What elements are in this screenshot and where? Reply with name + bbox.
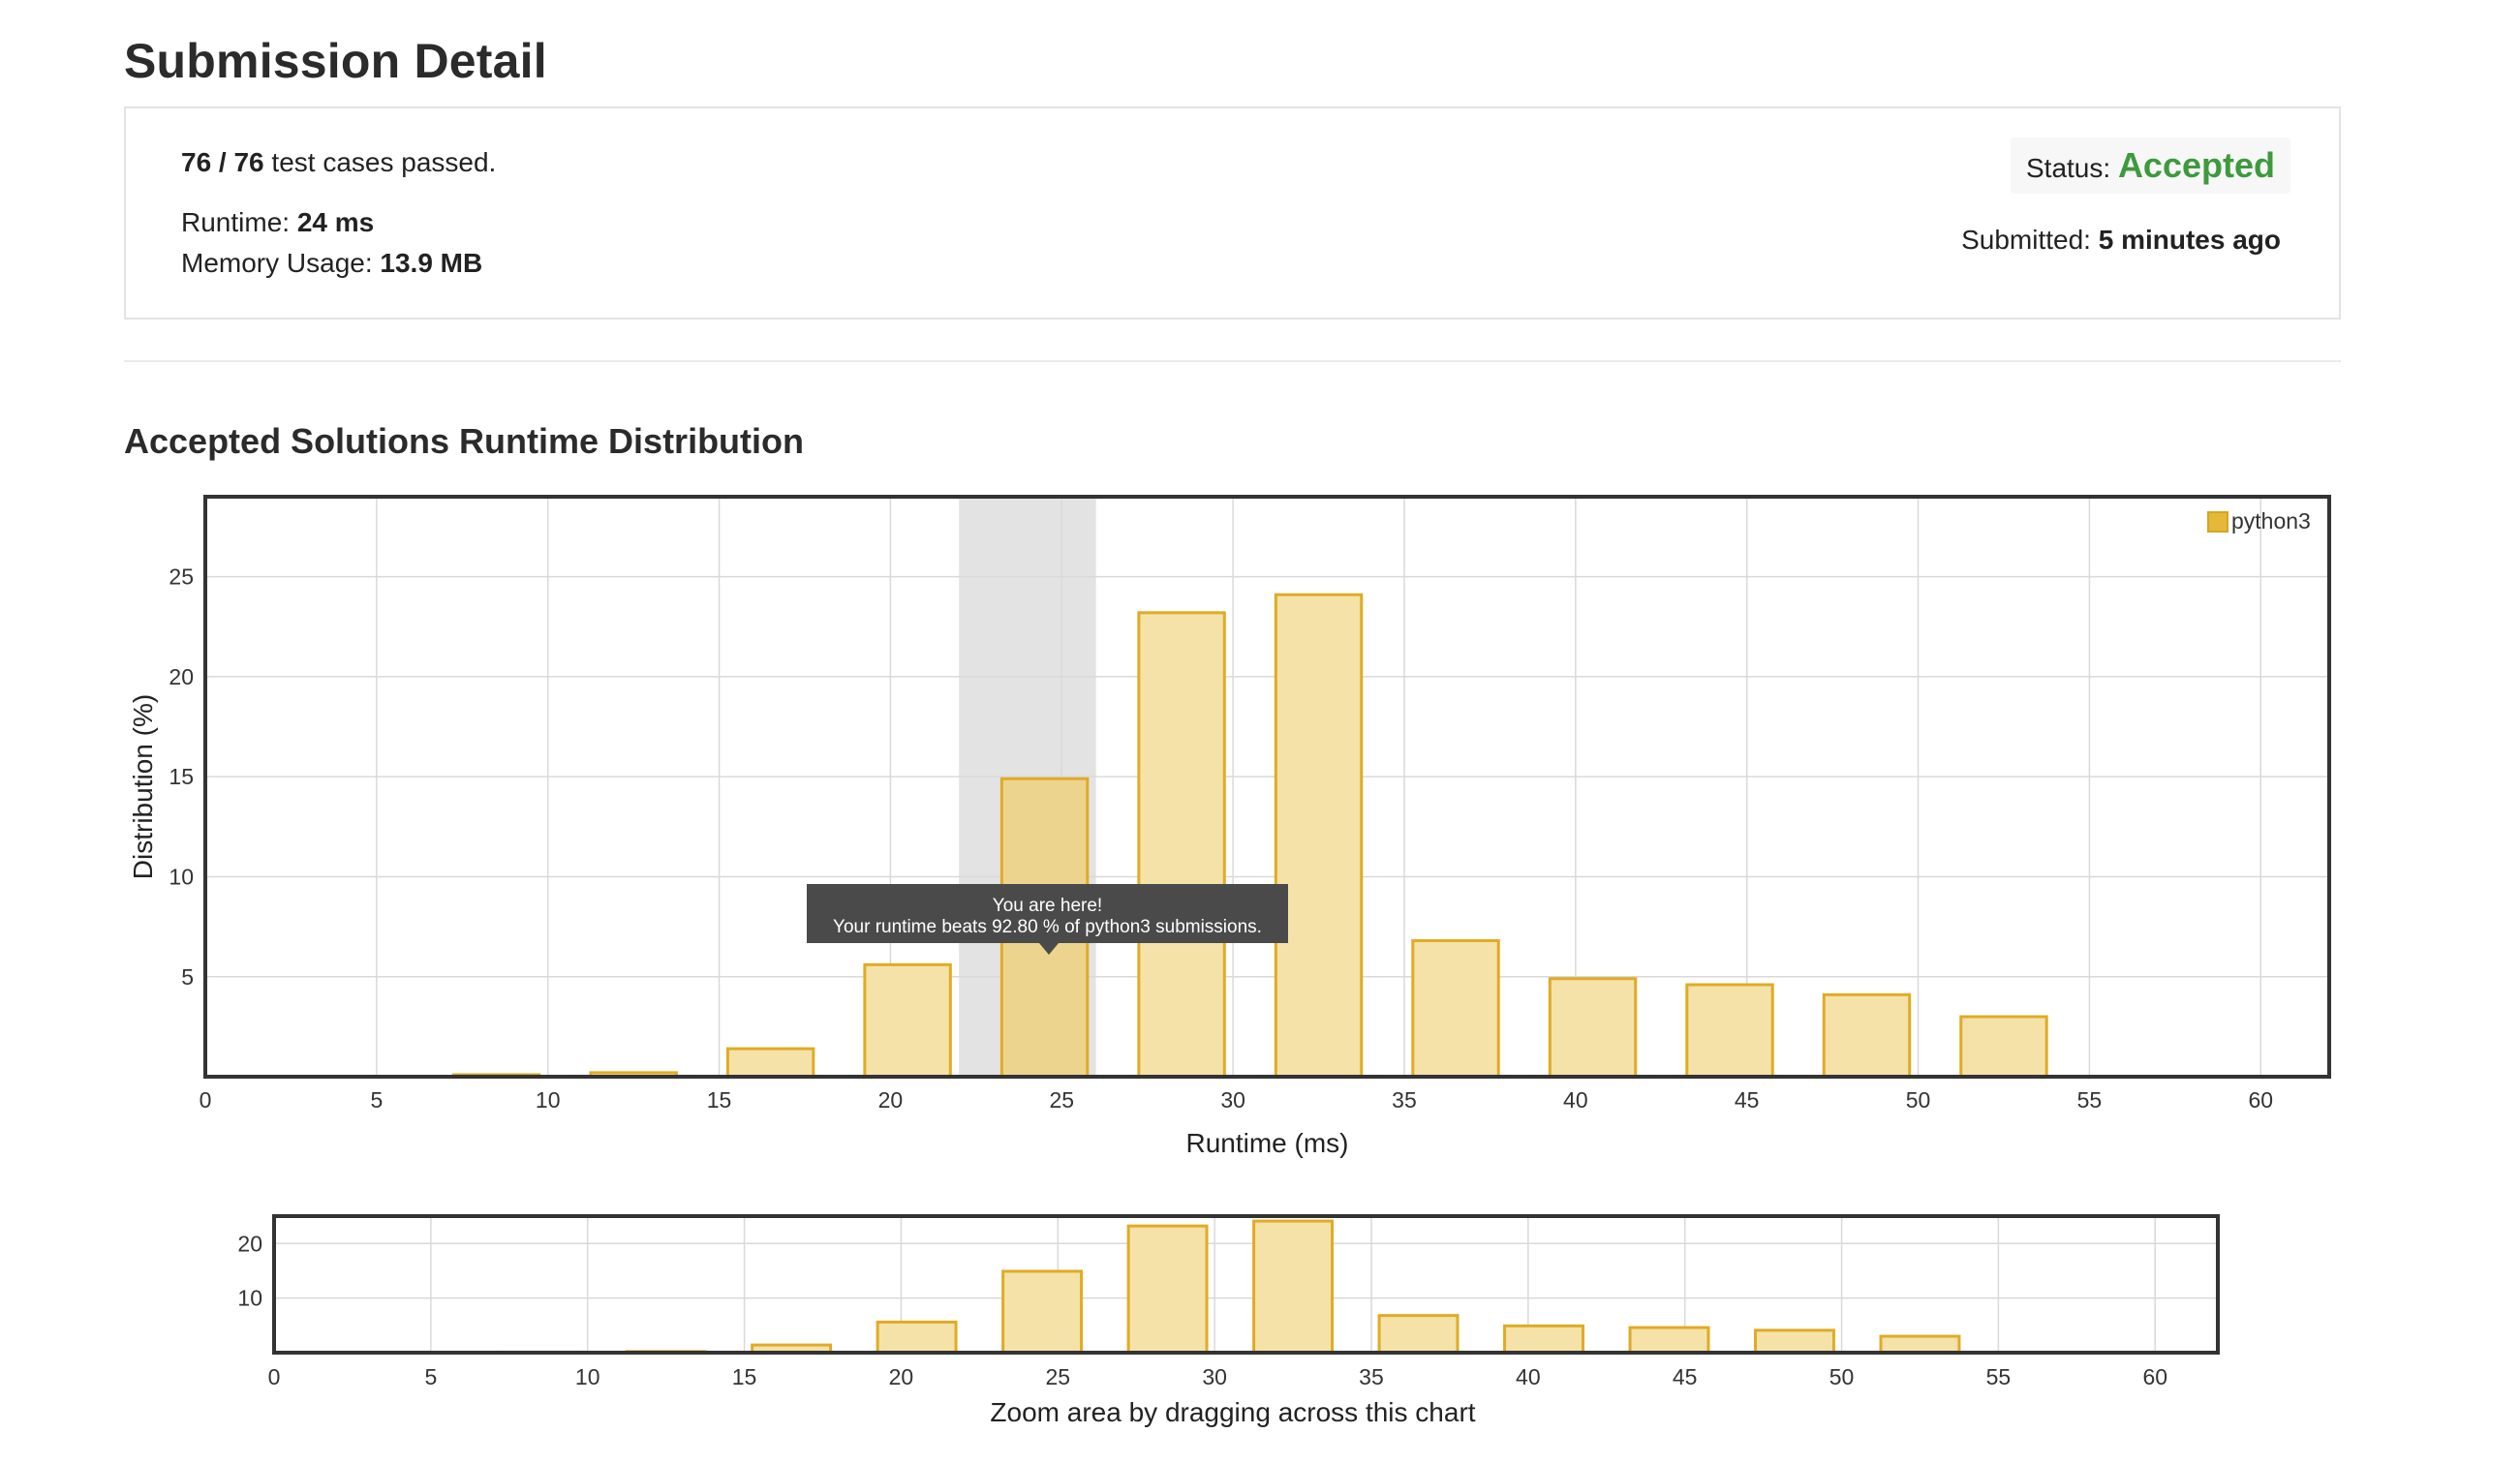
main-chart-frame <box>203 495 2331 1079</box>
navigator-chart-bar <box>1754 1328 1835 1355</box>
main-chart-x-axis-title: Runtime (ms) <box>1185 1128 1348 1158</box>
navigator-chart-x-tick-label: 20 <box>889 1364 914 1389</box>
navigator-chart-y-tick-label: 10 <box>237 1286 262 1311</box>
main-chart-x-tick-label: 35 <box>1392 1087 1417 1113</box>
main-chart-x-tick-label: 45 <box>1735 1087 1760 1113</box>
main-chart-bar <box>1822 992 1912 1079</box>
legend-swatch <box>2207 510 2228 533</box>
navigator-chart-bar <box>1001 1269 1084 1355</box>
navigator-chart-x-tick-label: 60 <box>2142 1364 2167 1389</box>
status-value[interactable]: Accepted <box>2117 145 2275 185</box>
main-chart-y-tick-label: 20 <box>169 664 194 689</box>
navigator-chart-x-tick-label: 30 <box>1202 1364 1227 1389</box>
navigator-chart-bar <box>1126 1224 1209 1355</box>
tooltip-title: You are here! <box>992 896 1103 916</box>
navigator-chart-x-tick-label: 35 <box>1359 1364 1384 1389</box>
navigator-chart-x-tick-label: 40 <box>1516 1364 1541 1389</box>
navigator-chart-bar <box>1252 1219 1335 1355</box>
legend-label: python3 <box>2231 508 2311 534</box>
main-chart-y-tick-label: 10 <box>169 864 194 889</box>
navigator-chart-y-tick-label: 20 <box>237 1231 262 1256</box>
chart-legend[interactable]: python3 <box>2207 508 2311 534</box>
navigator-chart-bar <box>876 1320 958 1355</box>
navigator-chart-plot-area <box>274 1216 2218 1353</box>
main-chart-bar <box>863 962 952 1079</box>
runtime-tooltip: You are here! Your runtime beats 92.80 %… <box>807 884 1288 955</box>
main-chart-x-tick-label: 55 <box>2077 1087 2103 1113</box>
navigator-chart-bar <box>1628 1326 1710 1355</box>
main-chart-bar <box>1137 611 1226 1079</box>
tooltip-detail: Your runtime beats 92.80 % of python3 su… <box>833 917 1262 937</box>
navigator-chart-x-tick-label: 45 <box>1673 1364 1698 1389</box>
section-divider <box>124 360 2341 362</box>
main-chart-x-tick-label: 40 <box>1563 1087 1588 1113</box>
navigator-chart-x-tick-label: 55 <box>1986 1364 2012 1389</box>
submitted-line: Submitted: 5 minutes ago <box>1961 225 2281 256</box>
navigator-chart-frame <box>272 1214 2220 1355</box>
submission-detail-panel: 76 / 76 test cases passed. Runtime: 24 m… <box>124 107 2341 320</box>
navigator-chart-x-tick-label: 15 <box>732 1364 757 1389</box>
section-title: Accepted Solutions Runtime Distribution <box>124 421 805 461</box>
main-chart-plot-area <box>205 497 2329 1077</box>
status-badge: Status: Accepted <box>2011 137 2290 194</box>
main-chart-y-axis-title: Distribution (%) <box>128 694 158 879</box>
navigator-chart-x-tick-label: 0 <box>268 1364 281 1389</box>
main-chart-bar <box>1685 983 1774 1079</box>
main-chart-y-tick-label: 5 <box>181 964 194 990</box>
memory-label: Memory Usage: <box>181 248 381 278</box>
submission-summary: 76 / 76 test cases passed. Runtime: 24 m… <box>181 147 496 279</box>
navigator-caption: Zoom area by dragging across this chart <box>990 1397 1476 1427</box>
main-chart-x-tick-label: 50 <box>1906 1087 1931 1113</box>
main-chart-y-tick-label: 15 <box>169 764 194 789</box>
main-chart-x-tick-label: 10 <box>536 1087 561 1113</box>
navigator-chart-x-tick-label: 5 <box>424 1364 437 1389</box>
main-chart-x-tick-label: 30 <box>1220 1087 1245 1113</box>
navigator-chart-bar <box>1503 1324 1584 1355</box>
page-title: Submission Detail <box>124 34 547 88</box>
navigator-chart-bar <box>1879 1334 1961 1355</box>
runtime-value: 24 ms <box>296 207 375 237</box>
main-chart-x-tick-label: 60 <box>2248 1087 2273 1113</box>
test-cases-line: 76 / 76 test cases passed. <box>181 147 496 178</box>
main-chart-x-tick-label: 20 <box>878 1087 904 1113</box>
main-chart-bar <box>1548 977 1638 1079</box>
runtime-label: Runtime: <box>181 207 297 237</box>
navigator-chart-bar <box>1377 1314 1460 1355</box>
main-chart-x-tick-label: 15 <box>707 1087 732 1113</box>
navigator-chart-x-tick-label: 10 <box>575 1364 600 1389</box>
memory-line: Memory Usage: 13.9 MB <box>181 248 496 279</box>
submitted-label: Submitted: <box>1961 225 2099 255</box>
main-chart-y-tick-label: 25 <box>169 564 194 590</box>
tests-passed-count: 76 / 76 <box>181 147 264 177</box>
main-chart-x-tick-label: 25 <box>1049 1087 1074 1113</box>
tests-passed-suffix: test cases passed. <box>263 147 497 177</box>
main-chart-x-tick-label: 0 <box>200 1087 212 1113</box>
status-label: Status: <box>2026 153 2118 183</box>
main-chart-bar <box>1959 1015 2048 1079</box>
main-chart-x-tick-label: 5 <box>370 1087 383 1113</box>
navigator-chart-x-tick-label: 50 <box>1829 1364 1855 1389</box>
memory-value: 13.9 MB <box>380 248 483 278</box>
main-chart-bar <box>725 1047 815 1079</box>
submitted-value: 5 minutes ago <box>2098 225 2281 255</box>
main-chart-bar <box>1411 939 1500 1079</box>
runtime-line: Runtime: 24 ms <box>181 207 496 238</box>
navigator-chart-x-tick-label: 25 <box>1045 1364 1070 1389</box>
main-chart-bar <box>1274 593 1364 1079</box>
